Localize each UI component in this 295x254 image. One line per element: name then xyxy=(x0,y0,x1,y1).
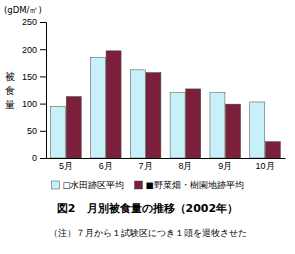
y-tick-mark xyxy=(40,158,46,159)
bar xyxy=(106,51,121,158)
y-tick-mark xyxy=(40,76,46,77)
y-tick-label: 50 xyxy=(27,126,37,136)
legend: □水田跡区平均 ■野菜畑・樹園地跡平均 xyxy=(51,180,243,190)
note: （注）７月から１試験区につき１頭を退牧させた xyxy=(49,228,247,238)
bar xyxy=(210,93,225,158)
y-tick-mark xyxy=(40,22,46,23)
y-tick: 250 xyxy=(22,17,46,27)
legend-label: ■野菜畑・樹園地跡平均 xyxy=(146,180,244,190)
y-tick-label: 0 xyxy=(32,153,37,163)
bar xyxy=(186,89,201,158)
x-tick-label: 8月 xyxy=(178,161,192,171)
x-tick: 8月 xyxy=(178,161,192,171)
x-axis: 5月 6月 7月 8月 9月 10月 xyxy=(47,159,286,172)
y-tick-label: 150 xyxy=(22,72,37,82)
plot: 0 50 100 150 200 250 5月 6月 7月 8月 9月 10月 xyxy=(22,17,286,171)
bar xyxy=(146,73,161,158)
y-tick-label: 100 xyxy=(22,99,37,109)
legend-swatch xyxy=(51,181,59,189)
y-tick-label: 200 xyxy=(22,45,37,55)
legend-item: ■野菜畑・樹園地跡平均 xyxy=(135,180,244,190)
x-tick: 7月 xyxy=(139,161,153,171)
x-tick-label: 10月 xyxy=(256,161,275,171)
x-tick: 5月 xyxy=(59,161,73,171)
bar-series xyxy=(51,57,265,158)
bar xyxy=(66,97,81,158)
y-axis: 0 50 100 150 200 250 xyxy=(22,17,47,163)
y-tick-label: 250 xyxy=(22,17,37,27)
x-tick: 6月 xyxy=(99,161,113,171)
bar xyxy=(170,93,185,158)
y-tick-mark xyxy=(40,131,46,132)
x-tick: 9月 xyxy=(218,161,232,171)
title: 図2 月別被食量の推移（2002年） xyxy=(57,202,238,215)
bar xyxy=(265,142,280,158)
bar xyxy=(90,57,105,158)
x-tick-label: 7月 xyxy=(139,161,153,171)
y-tick: 100 xyxy=(22,99,46,109)
y-axis-title: 被食量 xyxy=(5,71,15,110)
x-tick-label: 9月 xyxy=(218,161,232,171)
bar xyxy=(130,70,145,158)
bar xyxy=(226,104,241,158)
bar xyxy=(250,102,265,158)
x-axis-line xyxy=(47,158,286,159)
y-tick: 150 xyxy=(22,72,46,82)
y-tick: 0 xyxy=(32,153,46,163)
y-tick-mark xyxy=(40,49,46,50)
legend-item: □水田跡区平均 xyxy=(51,180,124,190)
y-axis-line xyxy=(40,23,47,159)
chart: 0 50 100 150 200 250 5月 6月 7月 8月 9月 10月 (gDM/㎡) 被食量 □水… xyxy=(0,0,295,254)
bar xyxy=(51,106,66,158)
legend-label: □水田跡区平均 xyxy=(62,180,124,190)
x-tick-label: 5月 xyxy=(59,161,73,171)
y-tick: 50 xyxy=(27,126,46,136)
x-tick-label: 6月 xyxy=(99,161,113,171)
y-units: (gDM/㎡) xyxy=(4,5,42,15)
legend-swatch xyxy=(135,181,143,189)
y-tick: 200 xyxy=(22,45,46,55)
y-tick-mark xyxy=(40,104,46,105)
bar-series xyxy=(66,51,280,158)
bars xyxy=(51,51,281,158)
x-tick: 10月 xyxy=(256,161,275,171)
